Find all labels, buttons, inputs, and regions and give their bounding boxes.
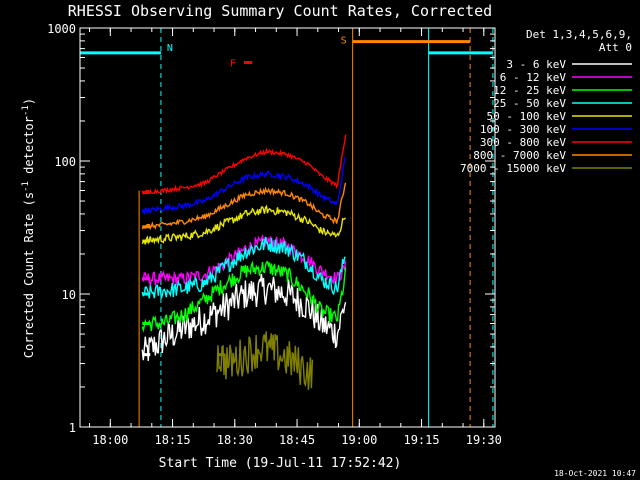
series-line-7	[141, 182, 347, 231]
legend-label-2: 12 - 25 keV	[493, 84, 566, 97]
legend-label-3: 25 - 50 keV	[493, 97, 566, 110]
series-line-5	[141, 156, 347, 216]
y-axis-label-sup2: -1	[21, 105, 31, 116]
legend-header-line1: Det 1,3,4,5,6,9,	[526, 28, 632, 41]
x-tick-label-1: 18:15	[154, 433, 190, 447]
series-line-4	[141, 204, 347, 245]
legend-label-4: 50 - 100 keV	[487, 110, 567, 123]
legend-label-0: 3 - 6 keV	[506, 58, 566, 71]
y-axis-label: Corrected Count Rate (s-1 detector-1)	[21, 98, 36, 358]
legend-label-7: 800 - 7000 keV	[473, 149, 566, 162]
y-tick-label-2: 100	[54, 155, 76, 169]
series-line-8	[216, 331, 314, 390]
x-axis-label: Start Time (19-Jul-11 17:52:42)	[159, 456, 402, 471]
plot-area: N S F	[80, 28, 494, 427]
legend-label-8: 7000 - 15000 keV	[460, 162, 566, 175]
legend-label-1: 6 - 12 keV	[500, 71, 567, 84]
y-axis-label-mid: detector	[22, 116, 36, 181]
y-tick-label-0: 1	[69, 421, 76, 435]
x-tick-label-5: 19:15	[403, 433, 439, 447]
plot-frame	[79, 27, 496, 428]
y-axis-ticks: 1 10 100 1000	[47, 22, 495, 435]
y-axis-label-end: )	[22, 98, 36, 105]
x-tick-label-4: 19:00	[341, 433, 377, 447]
series-line-6	[141, 134, 347, 195]
flare-label: F	[230, 59, 236, 70]
x-axis-ticks: 18:00 18:15 18:30 18:45 19:00 19:15 19:30	[89, 28, 502, 447]
x-tick-label-2: 18:30	[217, 433, 253, 447]
y-tick-label-1: 10	[62, 288, 76, 302]
series-line-2	[141, 260, 347, 333]
x-tick-label-3: 18:45	[279, 433, 315, 447]
y-axis-label-sup1: -1	[21, 181, 31, 192]
night-label-0: N	[167, 43, 173, 54]
series-line-3	[141, 236, 346, 299]
legend-label-6: 300 - 800 keV	[480, 136, 566, 149]
legend-header-line2: Att 0	[599, 41, 632, 54]
saa-label: S	[341, 36, 347, 47]
series-line-0	[141, 273, 347, 361]
legend-label-5: 100 - 300 keV	[480, 123, 566, 136]
timestamp: 18-Oct-2021 10:47	[554, 469, 636, 478]
x-tick-label-6: 19:30	[466, 433, 502, 447]
series-line-1	[141, 234, 347, 288]
y-tick-label-3: 1000	[47, 22, 76, 36]
chart-title: RHESSI Observing Summary Count Rates, Co…	[68, 2, 492, 20]
y-axis-label-main: Corrected Count Rate (s	[22, 192, 36, 358]
x-tick-label-0: 18:00	[92, 433, 128, 447]
